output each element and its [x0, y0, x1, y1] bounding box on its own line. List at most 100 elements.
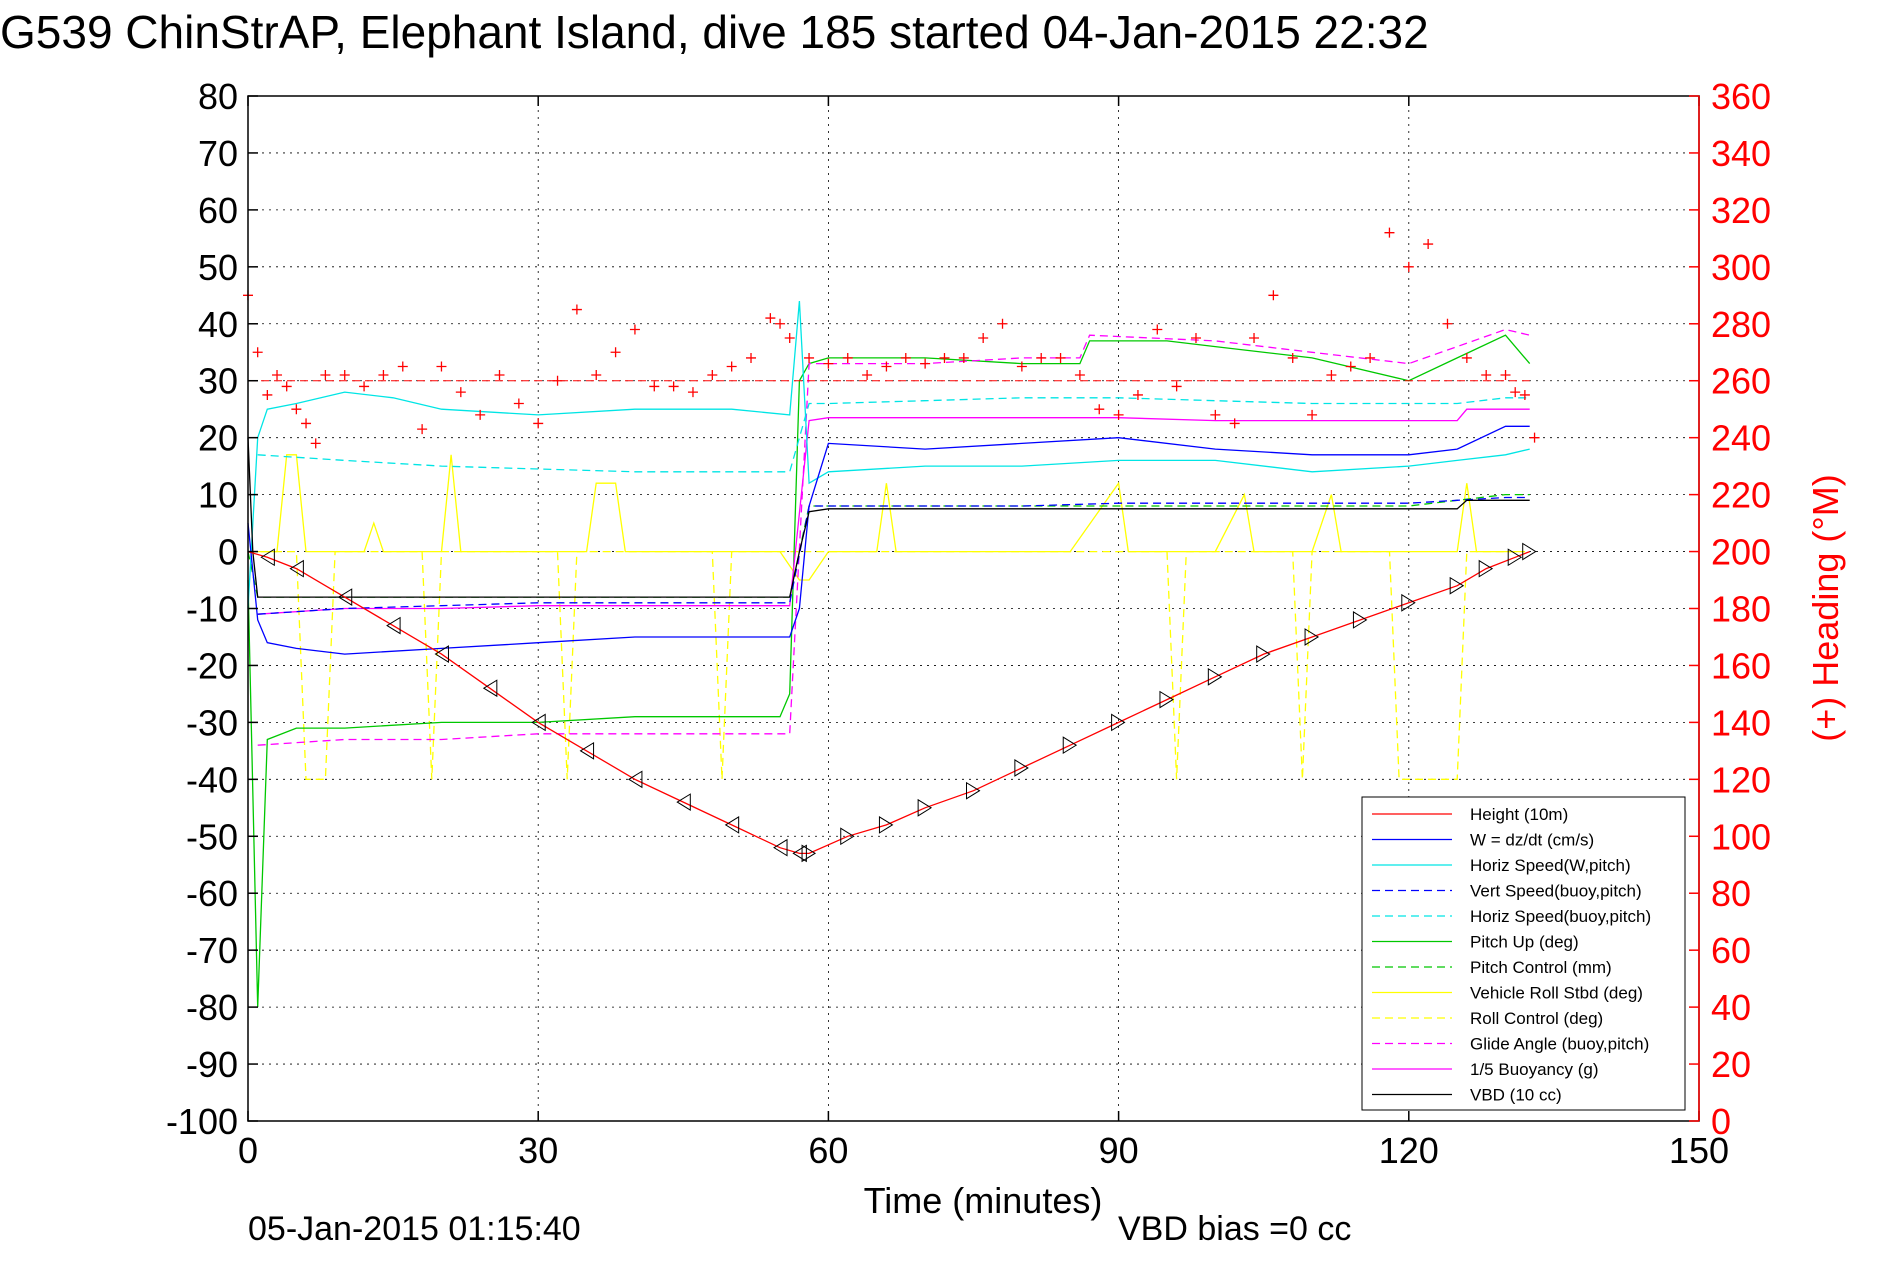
series-line [257, 408, 1530, 615]
heading-markers [243, 227, 1540, 449]
height-marker [1014, 759, 1029, 777]
height-marker [1522, 542, 1537, 561]
heading-point [668, 381, 679, 392]
y2-tick-label: 220 [1711, 475, 1771, 516]
height-marker [1449, 576, 1465, 595]
y-tick-label: -50 [186, 816, 238, 857]
heading-point [707, 370, 718, 381]
y2-tick-label: 340 [1711, 133, 1771, 174]
height-marker [1304, 628, 1320, 646]
height-marker [966, 781, 981, 800]
y-tick-label: 0 [218, 532, 238, 573]
legend-label: 1/5 Buoyancy (g) [1470, 1060, 1599, 1079]
heading-point [1442, 318, 1453, 329]
height-marker [1352, 610, 1368, 629]
series-line [257, 397, 1530, 473]
legend-label: Pitch Control (mm) [1470, 958, 1612, 977]
heading-point [978, 333, 989, 344]
heading-point [1307, 409, 1318, 420]
y-tick-label: 30 [198, 361, 238, 402]
y2-tick-label: 300 [1711, 247, 1771, 288]
y-tick-label: 80 [198, 76, 238, 117]
legend-label: Roll Control (deg) [1470, 1009, 1603, 1028]
legend-label: Pitch Up (deg) [1470, 933, 1579, 952]
heading-point [436, 361, 447, 372]
series-line [247, 425, 1530, 655]
heading-point [726, 361, 737, 372]
y2-tick-label: 240 [1711, 418, 1771, 459]
legend-label: VBD (10 cc) [1470, 1086, 1562, 1105]
heading-point [842, 352, 853, 363]
heading-point [1152, 324, 1163, 335]
heading-point [1210, 409, 1221, 420]
height-marker [801, 844, 817, 863]
y2-tick-label: 60 [1711, 930, 1751, 971]
height-marker [1111, 713, 1126, 732]
series-line [248, 550, 1525, 780]
x-tick-label: 30 [518, 1130, 558, 1171]
y2-tick-label: 0 [1711, 1101, 1731, 1142]
height-marker [386, 616, 401, 635]
heading-point [1249, 333, 1260, 344]
heading-point [1326, 370, 1337, 381]
footer-timestamp: 05-Jan-2015 01:15:40 [248, 1210, 581, 1248]
y-tick-label: -30 [186, 702, 238, 743]
legend-label: Glide Angle (buoy,pitch) [1470, 1035, 1649, 1054]
y-tick-label: -70 [186, 930, 238, 971]
height-marker [337, 588, 353, 607]
y-tick-label: 20 [198, 418, 238, 459]
height-marker [579, 741, 595, 760]
heading-point [252, 347, 263, 358]
y2-tick-label: 100 [1711, 816, 1771, 857]
heading-point [281, 381, 292, 392]
heading-point [339, 370, 350, 381]
legend-box [1361, 796, 1686, 1111]
heading-point [746, 352, 757, 363]
height-marker [792, 844, 807, 863]
heading-point [687, 387, 698, 398]
x-tick-label: 60 [808, 1130, 848, 1171]
y-axis-ticks: 80 70 60 50 40 30 20 10 0 -10 -20 -30 -40 -50 -60 -70 -8… [166, 76, 258, 1142]
y-tick-label: -80 [186, 987, 238, 1028]
height-marker [1478, 559, 1494, 578]
heading-point [262, 389, 273, 400]
y-tick-label: -100 [166, 1101, 238, 1142]
y2-axis-ticks: 3603403203002802602402202001801601401201… [1689, 76, 1771, 1142]
heading-point [1384, 227, 1395, 238]
heading-point [301, 418, 312, 429]
heading-point [997, 318, 1008, 329]
heading-point [1171, 381, 1182, 392]
heading-point [310, 438, 321, 449]
height-marker [1507, 548, 1523, 567]
height-marker [724, 815, 740, 834]
y-tick-label: -40 [186, 759, 238, 800]
heading-point [1481, 370, 1492, 381]
height-marker [1207, 667, 1223, 686]
heading-point [1519, 389, 1530, 400]
legend-label: Horiz Speed(buoy,pitch) [1470, 907, 1651, 926]
series-line [247, 437, 1530, 598]
chart-title: G539 ChinStrAP, Elephant Island, dive 18… [0, 6, 1429, 58]
y-tick-label: -60 [186, 873, 238, 914]
height-marker [531, 713, 546, 732]
heading-point [513, 398, 524, 409]
height-marker [676, 793, 691, 812]
heading-point [784, 333, 795, 344]
x-tick-label: 0 [238, 1130, 258, 1171]
heading-point [272, 370, 283, 381]
heading-point [1403, 261, 1414, 272]
heading-point [1132, 389, 1143, 400]
x-tick-label: 90 [1099, 1130, 1139, 1171]
heading-point [1094, 404, 1105, 415]
y2-tick-label: 20 [1711, 1044, 1751, 1085]
y-tick-label: 50 [198, 247, 238, 288]
y2-tick-label: 360 [1711, 76, 1771, 117]
height-marker [1256, 645, 1271, 663]
heading-point [359, 381, 370, 392]
y-tick-label: 60 [198, 190, 238, 231]
heading-point [1461, 352, 1472, 363]
legend-label: W = dz/dt (cm/s) [1470, 831, 1594, 850]
height-marker [260, 548, 275, 567]
legend: Height (10m) W = dz/dt (cm/s) Horiz Speed(… [1361, 796, 1686, 1111]
